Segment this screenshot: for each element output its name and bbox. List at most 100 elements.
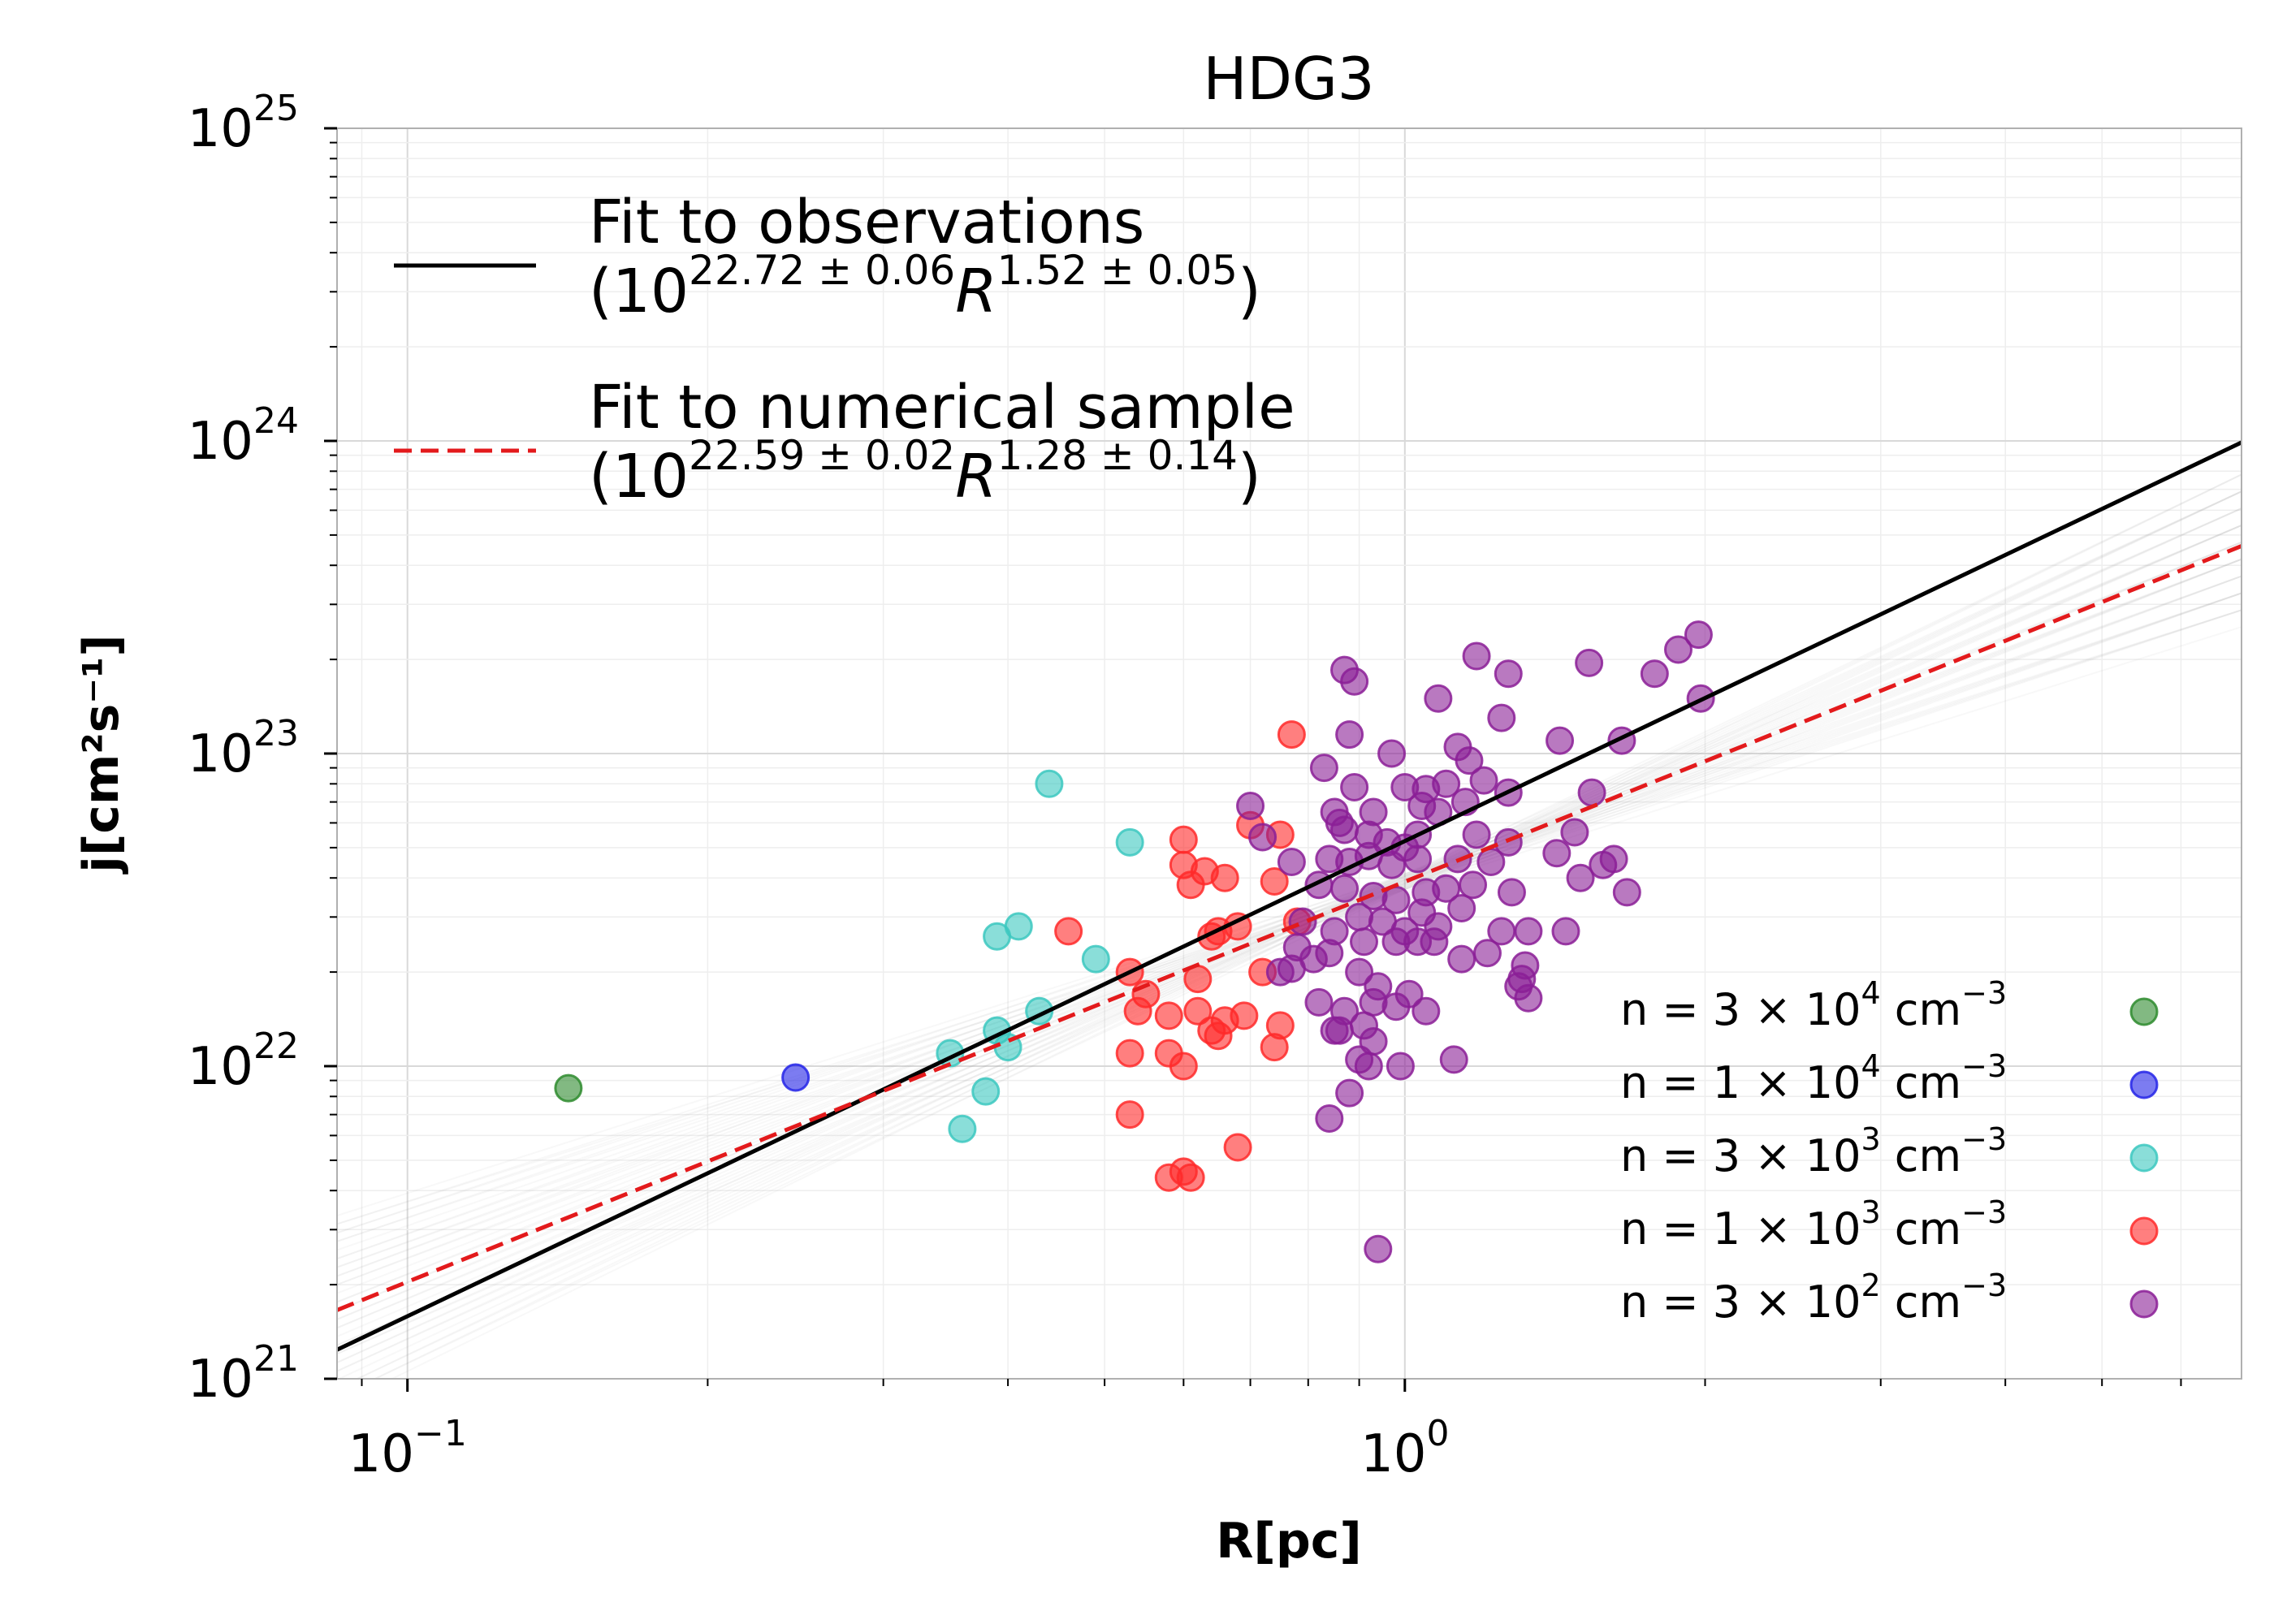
data-point-series-5 — [1575, 648, 1604, 677]
data-point-series-5 — [1459, 870, 1488, 900]
y-tick-label: 1022 — [188, 1026, 299, 1097]
data-point-series-4 — [1115, 1039, 1144, 1068]
data-point-series-5 — [1403, 844, 1433, 874]
series-legend-marker — [2129, 1216, 2159, 1246]
x-tick-label: 10−1 — [348, 1413, 467, 1484]
series-legend-label: n = 1 × 103 cm−3 — [1620, 1194, 2007, 1255]
y-tick-label: 1021 — [188, 1338, 299, 1410]
fit-legend-formula: (1022.59 ± 0.02R1.28 ± 0.14) — [589, 432, 1261, 512]
data-point-series-5 — [1412, 996, 1441, 1026]
x-axis-label: R[pc] — [1216, 1513, 1362, 1570]
y-axis-label: j[cm²s⁻¹] — [73, 634, 130, 874]
uncertainty-line — [337, 508, 2242, 1363]
data-point-series-5 — [1684, 620, 1713, 650]
data-point-series-5 — [1472, 939, 1502, 968]
series-legend: n = 3 × 104 cm−3 n = 1 × 104 cm−3 n = 3 × … — [1620, 975, 2159, 1328]
data-point-series-5 — [1288, 907, 1317, 936]
chart-title: HDG3 — [1203, 45, 1374, 113]
series-legend-label: n = 3 × 103 cm−3 — [1620, 1121, 2007, 1181]
data-point-series-5 — [1494, 659, 1523, 689]
data-point-series-5 — [1514, 917, 1543, 946]
fit-legend-name: Fit to numerical sample — [589, 373, 1295, 443]
data-point-series-4 — [1277, 720, 1306, 749]
data-point-series-5 — [1345, 902, 1374, 931]
data-point-series-4 — [1210, 863, 1239, 892]
data-point-series-3 — [1115, 827, 1144, 857]
data-point-series-5 — [1394, 979, 1424, 1009]
data-point-series-4 — [1115, 1100, 1144, 1129]
data-point-series-3 — [971, 1077, 1001, 1106]
data-point-series-4 — [1169, 1052, 1198, 1081]
data-point-series-5 — [1640, 659, 1669, 689]
data-point-series-4 — [1183, 996, 1213, 1026]
data-point-series-5 — [1577, 778, 1606, 807]
data-point-series-5 — [1377, 739, 1407, 768]
data-point-series-5 — [1354, 1052, 1383, 1081]
data-point-series-5 — [1487, 703, 1516, 732]
data-point-series-5 — [1476, 848, 1506, 877]
data-point-series-5 — [1455, 746, 1484, 775]
data-point-series-5 — [1469, 766, 1498, 795]
data-point-series-5 — [1447, 894, 1476, 923]
data-point-series-4 — [1169, 1157, 1198, 1186]
data-point-series-5 — [1462, 641, 1491, 671]
data-point-series-5 — [1277, 848, 1306, 877]
uncertainty-line — [337, 525, 2242, 1346]
data-point-series-3 — [1081, 944, 1110, 974]
scatter-points — [554, 620, 1715, 1263]
data-point-series-5 — [1497, 878, 1526, 907]
fit-legend-formula: (1022.72 ± 0.06R1.52 ± 0.05) — [589, 247, 1261, 326]
data-point-series-5 — [1432, 769, 1461, 798]
data-point-series-5 — [1663, 635, 1693, 664]
data-point-series-5 — [1386, 1052, 1415, 1081]
data-point-series-5 — [1542, 839, 1571, 868]
series-legend-marker — [2129, 1070, 2159, 1099]
data-point-series-5 — [1335, 1078, 1364, 1108]
data-point-series-4 — [1176, 870, 1205, 900]
data-point-series-5 — [1330, 815, 1360, 844]
data-point-series-5 — [1299, 944, 1328, 974]
data-point-series-5 — [1330, 874, 1360, 903]
data-point-series-4 — [1169, 825, 1198, 854]
data-point-series-2 — [781, 1063, 811, 1092]
y-tick-label: 1024 — [188, 400, 299, 472]
data-point-series-5 — [1566, 863, 1595, 892]
series-legend-marker — [2129, 997, 2159, 1026]
data-point-series-5 — [1612, 878, 1641, 907]
x-tick-label: 100 — [1360, 1413, 1449, 1484]
data-point-series-5 — [1560, 818, 1589, 847]
data-point-series-5 — [1377, 850, 1407, 879]
data-point-series-5 — [1439, 1045, 1468, 1074]
data-point-series-5 — [1551, 917, 1580, 946]
series-legend-label: n = 3 × 102 cm−3 — [1620, 1268, 2007, 1328]
data-point-series-4 — [1123, 996, 1152, 1026]
y-tick-label: 1025 — [188, 88, 299, 159]
data-point-series-5 — [1309, 754, 1338, 783]
series-legend-marker — [2129, 1143, 2159, 1173]
data-point-series-5 — [1340, 773, 1369, 802]
data-point-series-3 — [948, 1114, 977, 1143]
data-point-series-5 — [1320, 1016, 1349, 1045]
data-point-series-4 — [1223, 1133, 1252, 1162]
data-point-series-5 — [1340, 667, 1369, 696]
fit-legend-name: Fit to observations — [589, 188, 1144, 257]
data-point-series-5 — [1462, 820, 1491, 849]
data-point-series-5 — [1345, 957, 1374, 987]
data-point-series-4 — [1260, 866, 1289, 896]
fit-line-observations — [337, 440, 2242, 1352]
fit-lines — [337, 440, 2242, 1352]
data-point-series-5 — [1589, 850, 1618, 879]
data-point-series-5 — [1248, 823, 1278, 852]
data-point-series-5 — [1420, 927, 1449, 957]
data-point-series-4 — [1054, 917, 1083, 946]
data-point-series-4 — [1204, 1021, 1233, 1051]
data-point-series-5 — [1304, 987, 1334, 1017]
data-point-series-4 — [1154, 1001, 1183, 1030]
data-point-series-1 — [554, 1073, 583, 1103]
tick-labels: 10−1 100 1021 1022 1023 1024 1025 — [188, 88, 1450, 1484]
axis-ticks — [324, 127, 2182, 1392]
data-point-series-5 — [1349, 927, 1378, 957]
fit-line-numerical — [337, 544, 2242, 1312]
fit-legend: Fit to observations(1022.72 ± 0.06R1.52 … — [394, 188, 1295, 512]
